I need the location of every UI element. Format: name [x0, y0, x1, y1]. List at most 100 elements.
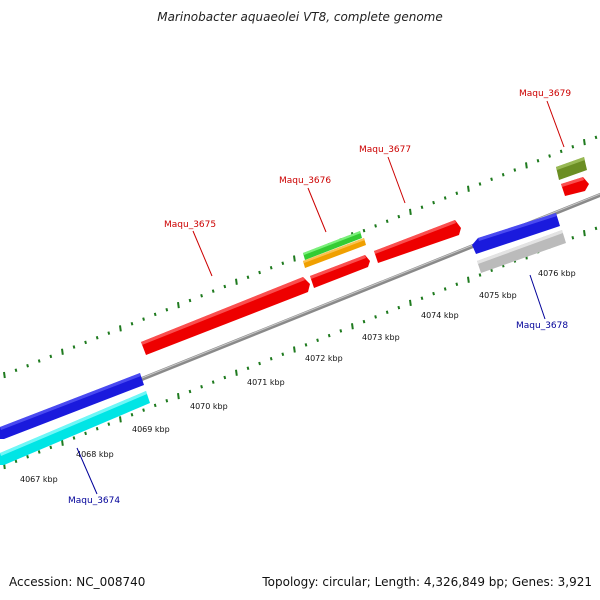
minor-tick [571, 144, 575, 149]
minor-tick [478, 182, 482, 186]
minor-tick [26, 454, 29, 459]
major-tick [61, 348, 64, 355]
major-tick [467, 276, 470, 283]
minor-tick [107, 331, 111, 335]
major-tick [177, 392, 180, 400]
minor-tick [153, 312, 157, 317]
minor-tick [501, 172, 505, 177]
minor-tick [26, 363, 29, 368]
minor-tick [432, 200, 435, 205]
major-tick [583, 138, 586, 146]
minor-tick [49, 354, 53, 359]
minor-tick [14, 459, 18, 464]
kbp-label: 4068 kbp [76, 450, 114, 459]
minor-tick [362, 228, 366, 233]
minor-tick [142, 408, 145, 412]
minor-tick [374, 315, 377, 319]
minor-tick [188, 298, 192, 303]
minor-tick [374, 224, 377, 228]
minor-tick [594, 135, 598, 140]
minor-tick [490, 177, 493, 182]
minor-tick [385, 310, 389, 315]
minor-tick [165, 399, 169, 403]
minor-tick [211, 380, 215, 384]
minor-tick [223, 284, 227, 289]
minor-tick [49, 445, 53, 450]
minor-tick [269, 357, 273, 361]
minor-tick [130, 413, 134, 417]
minor-tick [153, 403, 157, 408]
gene-label-maqu-3678: Maqu_3678 [516, 321, 568, 331]
minor-tick [84, 431, 87, 436]
major-tick [409, 299, 412, 307]
gene-olive[interactable] [556, 157, 587, 180]
minor-tick [37, 450, 41, 454]
major-tick [467, 185, 470, 192]
major-tick [3, 371, 6, 379]
minor-tick [536, 158, 540, 163]
kbp-label: 4074 kbp [421, 311, 459, 320]
gene-green[interactable] [303, 231, 362, 260]
kbp-label: 4070 kbp [190, 402, 228, 411]
minor-tick [269, 266, 273, 270]
kbp-label: 4076 kbp [538, 269, 576, 278]
minor-tick [432, 291, 435, 296]
gene-label-maqu-3674: Maqu_3674 [68, 496, 120, 506]
kbp-scale: 4067 kbp 4068 kbp 4069 kbp 4070 kbp 4071… [20, 269, 576, 484]
minor-tick [397, 214, 401, 219]
minor-tick [246, 366, 250, 370]
minor-tick [72, 345, 76, 349]
topology-text: Topology: circular; Length: 4,326,849 bp… [262, 575, 592, 589]
minor-tick [95, 426, 99, 431]
gene-cyan-reverse[interactable] [0, 391, 150, 465]
accession-text: Accession: NC_008740 [9, 575, 146, 589]
major-tick [177, 301, 180, 309]
minor-tick [188, 389, 192, 394]
kbp-label: 4067 kbp [20, 475, 58, 484]
minor-tick [304, 343, 308, 347]
gene-orange[interactable] [303, 238, 366, 268]
gene-maqu-3678[interactable] [477, 230, 566, 273]
minor-tick [281, 261, 285, 265]
major-tick [293, 346, 296, 353]
gene-label-maqu-3677: Maqu_3677 [359, 145, 411, 155]
gene-maqu-3674[interactable] [0, 373, 144, 439]
minor-tick [95, 335, 99, 340]
minor-tick [258, 270, 261, 275]
major-tick [525, 162, 528, 169]
gene-maqu-3677[interactable] [374, 220, 461, 263]
minor-tick [107, 422, 111, 426]
minor-tick [594, 226, 598, 231]
minor-tick [200, 294, 203, 298]
major-tick [293, 255, 296, 262]
kbp-label: 4071 kbp [247, 378, 285, 387]
gene-label-maqu-3675: Maqu_3675 [164, 220, 216, 230]
gene-maqu-3675[interactable] [141, 277, 310, 355]
minor-tick [281, 352, 285, 356]
minor-tick [37, 359, 41, 363]
minor-tick [420, 296, 424, 301]
minor-tick [165, 308, 169, 312]
gene-maqu-3679[interactable] [561, 177, 589, 196]
minor-tick [142, 317, 145, 321]
upper-tick-track [3, 135, 598, 379]
kbp-label: 4069 kbp [132, 425, 170, 434]
minor-tick [339, 329, 343, 333]
kbp-label: 4073 kbp [362, 333, 400, 342]
minor-tick [223, 375, 227, 380]
gene-blue-reverse[interactable] [472, 213, 560, 254]
minor-tick [397, 305, 401, 310]
kbp-label: 4072 kbp [305, 354, 343, 363]
gene-label-leaders [76, 100, 565, 495]
minor-tick [327, 333, 331, 338]
minor-tick [316, 338, 319, 342]
minor-tick [420, 205, 424, 210]
major-tick [351, 323, 354, 330]
minor-tick [211, 289, 215, 293]
gene-maqu-3676[interactable] [310, 255, 370, 288]
minor-tick [455, 191, 459, 196]
major-tick [409, 208, 412, 216]
minor-tick [72, 436, 76, 440]
minor-tick [14, 368, 18, 373]
